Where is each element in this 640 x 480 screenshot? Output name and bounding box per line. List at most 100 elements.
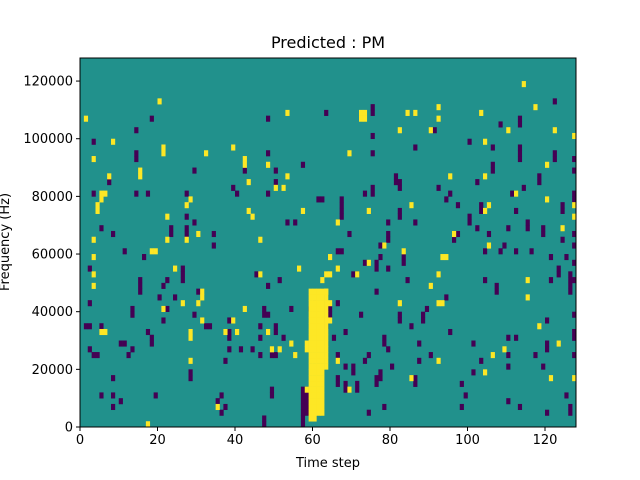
heatmap-cell-positive bbox=[312, 409, 317, 416]
heatmap-cell-positive bbox=[560, 225, 565, 232]
heatmap-cell-positive bbox=[312, 369, 317, 376]
x-tick-label: 60 bbox=[304, 433, 321, 448]
heatmap-cell-positive bbox=[308, 323, 313, 330]
heatmap-cell-negative bbox=[153, 392, 158, 399]
heatmap-cell-negative bbox=[378, 242, 383, 249]
heatmap-cell-positive bbox=[316, 357, 321, 364]
heatmap-cell-positive bbox=[246, 179, 251, 186]
heatmap-cell-negative bbox=[99, 392, 104, 399]
y-tick-label: 60000 bbox=[32, 248, 73, 263]
heatmap-cell-positive bbox=[312, 392, 317, 399]
heatmap-cell-negative bbox=[231, 184, 236, 191]
heatmap-cell-positive bbox=[312, 346, 317, 353]
x-axis: 0 20 40 60 80 100 120 bbox=[76, 427, 558, 448]
heatmap-cell-positive bbox=[320, 346, 325, 353]
heatmap-cell-positive bbox=[316, 380, 321, 387]
heatmap-cell-negative bbox=[374, 380, 379, 387]
heatmap-cell-negative bbox=[572, 334, 577, 341]
heatmap-cell-negative bbox=[514, 248, 519, 255]
heatmap-cell-negative bbox=[393, 173, 399, 180]
heatmap-cell-positive bbox=[324, 328, 329, 336]
heatmap-cell-positive bbox=[324, 300, 329, 307]
heatmap-cell-negative bbox=[405, 277, 410, 284]
heatmap-cell-negative bbox=[568, 271, 573, 278]
heatmap-cell-positive bbox=[289, 340, 294, 347]
heatmap-cell-positive bbox=[281, 184, 286, 191]
heatmap-cell-negative bbox=[304, 398, 309, 405]
heatmap-cell-positive bbox=[556, 340, 561, 347]
heatmap-cell-positive bbox=[312, 300, 317, 307]
heatmap-cell-negative bbox=[99, 225, 104, 232]
heatmap-cell-negative bbox=[386, 219, 391, 226]
heatmap-cell-negative bbox=[413, 144, 418, 151]
heatmap-cell-positive bbox=[320, 288, 325, 295]
heatmap-cell-negative bbox=[347, 230, 352, 238]
heatmap-cell-positive bbox=[552, 127, 557, 134]
heatmap-cell-negative bbox=[494, 288, 499, 295]
heatmap-cell-positive bbox=[320, 363, 325, 370]
heatmap-cell-negative bbox=[192, 219, 197, 226]
heatmap-cell-negative bbox=[269, 386, 275, 393]
heatmap-cell-positive bbox=[312, 288, 317, 295]
heatmap-cell-negative bbox=[300, 386, 306, 393]
heatmap-cell-negative bbox=[211, 242, 216, 249]
heatmap-cell-positive bbox=[138, 173, 143, 180]
heatmap-cell-positive bbox=[359, 109, 364, 116]
heatmap-cell-negative bbox=[401, 254, 406, 261]
heatmap-cell-negative bbox=[254, 271, 259, 278]
heatmap-cell-positive bbox=[99, 190, 104, 197]
heatmap-cell-negative bbox=[173, 294, 178, 301]
heatmap-cell-negative bbox=[184, 230, 189, 238]
heatmap-cell-negative bbox=[111, 230, 116, 238]
heatmap-cell-positive bbox=[266, 328, 271, 336]
heatmap-cells bbox=[83, 81, 577, 428]
heatmap-cell-positive bbox=[316, 300, 321, 307]
heatmap-cell-negative bbox=[463, 392, 468, 399]
heatmap-cell-negative bbox=[188, 369, 193, 376]
heatmap-cell-positive bbox=[300, 207, 306, 214]
heatmap-cell-positive bbox=[200, 294, 205, 301]
heatmap-cell-positive bbox=[161, 150, 166, 157]
heatmap-cell-negative bbox=[537, 179, 542, 186]
heatmap-cell-positive bbox=[204, 150, 209, 157]
heatmap-cell-negative bbox=[122, 248, 127, 255]
heatmap-cell-positive bbox=[308, 311, 313, 318]
heatmap-cell-positive bbox=[320, 380, 325, 387]
heatmap-cell-negative bbox=[374, 259, 379, 266]
heatmap-cell-negative bbox=[548, 277, 554, 284]
heatmap-cell-positive bbox=[382, 242, 387, 249]
y-tick-label: 40000 bbox=[32, 305, 73, 320]
heatmap-cell-negative bbox=[351, 369, 356, 376]
heatmap-cell-positive bbox=[316, 398, 321, 405]
heatmap-cell-negative bbox=[545, 409, 550, 416]
heatmap-cell-positive bbox=[324, 334, 329, 341]
heatmap-cell-negative bbox=[572, 242, 577, 249]
heatmap-cell-negative bbox=[494, 282, 499, 289]
heatmap-cell-negative bbox=[320, 196, 325, 203]
heatmap-cell-negative bbox=[370, 132, 375, 140]
x-tick-label: 120 bbox=[533, 433, 558, 448]
heatmap-cell-negative bbox=[300, 403, 306, 411]
heatmap-cell-positive bbox=[285, 173, 290, 180]
heatmap-cell-negative bbox=[223, 403, 228, 411]
heatmap-cell-positive bbox=[521, 81, 526, 88]
heatmap-cell-negative bbox=[455, 202, 461, 209]
heatmap-cell-negative bbox=[397, 213, 402, 220]
heatmap-cell-positive bbox=[165, 236, 170, 243]
heatmap-cell-negative bbox=[324, 109, 329, 116]
heatmap-cell-positive bbox=[180, 300, 185, 307]
heatmap-cell-positive bbox=[242, 161, 247, 168]
heatmap-cell-negative bbox=[130, 305, 135, 312]
heatmap-cell-negative bbox=[572, 328, 577, 336]
heatmap-cell-positive bbox=[320, 409, 325, 416]
heatmap-cell-negative bbox=[533, 352, 538, 359]
heatmap-cell-negative bbox=[266, 150, 271, 157]
heatmap-cell-positive bbox=[324, 317, 329, 324]
heatmap-cell-positive bbox=[324, 294, 329, 301]
heatmap-cell-positive bbox=[316, 305, 321, 312]
heatmap-cell-positive bbox=[308, 392, 313, 399]
heatmap-cell-positive bbox=[308, 346, 313, 353]
heatmap-cell-negative bbox=[370, 184, 375, 191]
heatmap-cell-negative bbox=[184, 190, 189, 197]
heatmap-cell-negative bbox=[510, 190, 515, 197]
